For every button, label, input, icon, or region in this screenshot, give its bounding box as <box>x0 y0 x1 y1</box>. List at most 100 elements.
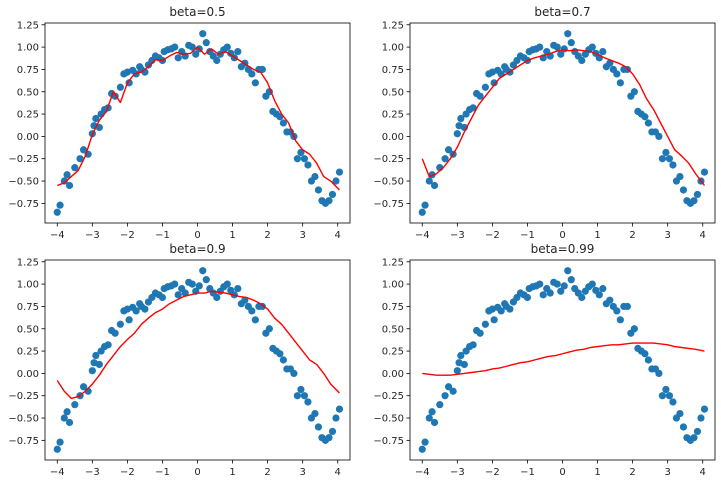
x-tick-label: −1 <box>520 230 535 241</box>
data-point <box>279 119 287 127</box>
data-point <box>506 305 514 313</box>
data-point <box>669 398 677 406</box>
data-point <box>421 201 429 209</box>
data-point <box>567 276 575 284</box>
data-point <box>325 197 333 205</box>
x-tick-label: −3 <box>85 467 100 478</box>
data-point <box>158 293 167 302</box>
plot-title: beta=0.5 <box>169 5 225 19</box>
data-point <box>53 208 61 216</box>
data-point <box>560 45 568 53</box>
data-point <box>481 320 489 328</box>
y-tick-label: 0.75 <box>382 65 404 76</box>
subplot-3: beta=0.9 −4 −3 −2 −1 0 1 2 3 4 −0.75 −0.50 −0.25 0.00… <box>8 242 351 478</box>
data-point <box>662 148 670 157</box>
data-point <box>195 282 203 290</box>
data-point <box>630 88 638 96</box>
y-tick-label: 0.25 <box>382 110 404 121</box>
subplot-1: beta=0.5 −4 −3 −2 −1 0 1 2 3 4 −0.75 −0.50 −0.25 0.00… <box>8 5 351 241</box>
x-tick-label: −3 <box>450 230 465 241</box>
data-point <box>297 385 305 394</box>
x-tick-label: 3 <box>664 467 670 478</box>
data-point <box>497 307 505 315</box>
plot-title: beta=0.9 <box>169 242 225 256</box>
data-point <box>641 113 649 121</box>
y-tick-label: 0.50 <box>382 87 404 98</box>
data-point <box>328 427 337 436</box>
data-point <box>441 155 449 163</box>
data-point <box>564 30 572 38</box>
data-point <box>476 92 484 100</box>
data-point <box>199 267 207 275</box>
data-point <box>644 119 652 127</box>
data-point <box>430 181 439 190</box>
data-point <box>279 356 287 364</box>
data-point <box>630 325 638 333</box>
x-tick-label: 4 <box>335 467 341 478</box>
data-point <box>88 367 96 375</box>
plot-area <box>418 30 709 216</box>
data-point <box>258 302 266 311</box>
data-point <box>248 307 256 315</box>
data-point <box>449 387 457 395</box>
y-tick-label: 1.25 <box>382 20 404 31</box>
data-point <box>536 280 544 288</box>
data-point <box>188 280 196 288</box>
data-point <box>655 369 663 377</box>
x-tick-label: 0 <box>559 230 565 241</box>
data-point <box>251 316 259 324</box>
y-tick-label: 1.00 <box>17 43 39 54</box>
data-point <box>79 383 88 391</box>
x-tick-label: 0 <box>559 467 565 478</box>
data-point <box>595 291 603 299</box>
data-point <box>297 148 305 157</box>
y-tick-label: 0.50 <box>17 324 39 335</box>
data-point <box>335 168 344 176</box>
data-point <box>56 201 64 209</box>
data-point <box>676 409 684 418</box>
data-point <box>606 59 614 67</box>
data-point <box>332 414 340 422</box>
x-tick-label: 3 <box>299 230 305 241</box>
x-tick-label: 2 <box>264 230 270 241</box>
data-point <box>258 65 266 74</box>
y-tick-label: −0.75 <box>8 199 39 210</box>
data-point <box>441 392 449 400</box>
y-tick-label: −0.75 <box>373 199 404 210</box>
y-tick-label: 1.00 <box>382 280 404 291</box>
data-point <box>265 325 273 333</box>
data-point <box>60 414 68 422</box>
data-point <box>606 296 614 304</box>
fitted-line <box>421 49 706 186</box>
data-point <box>293 392 302 400</box>
y-tick-label: −0.25 <box>8 154 39 165</box>
data-point <box>304 161 312 169</box>
data-point <box>665 392 674 400</box>
data-point <box>63 408 71 416</box>
y-tick-label: −0.25 <box>8 391 39 402</box>
data-point <box>444 146 453 154</box>
y-tick-label: 0.00 <box>382 132 404 143</box>
y-tick-label: −0.50 <box>373 414 404 425</box>
x-tick-label: −1 <box>520 467 535 478</box>
data-point <box>557 50 565 58</box>
data-point <box>104 341 112 349</box>
data-point <box>304 398 312 406</box>
data-point <box>328 190 337 199</box>
fitted-line <box>56 290 340 400</box>
y-tick-label: 0.75 <box>17 302 39 313</box>
x-tick-label: 0 <box>194 467 200 478</box>
data-point <box>276 350 284 358</box>
data-point <box>188 43 196 51</box>
data-point <box>453 367 461 375</box>
x-tick-label: 2 <box>264 467 270 478</box>
y-tick-label: 1.25 <box>382 257 404 268</box>
data-point <box>476 329 484 337</box>
data-point <box>430 418 439 427</box>
data-point <box>553 43 561 51</box>
plot-area <box>53 267 344 453</box>
y-tick-label: −0.50 <box>8 414 39 425</box>
data-point <box>248 70 256 78</box>
data-point <box>690 434 698 442</box>
